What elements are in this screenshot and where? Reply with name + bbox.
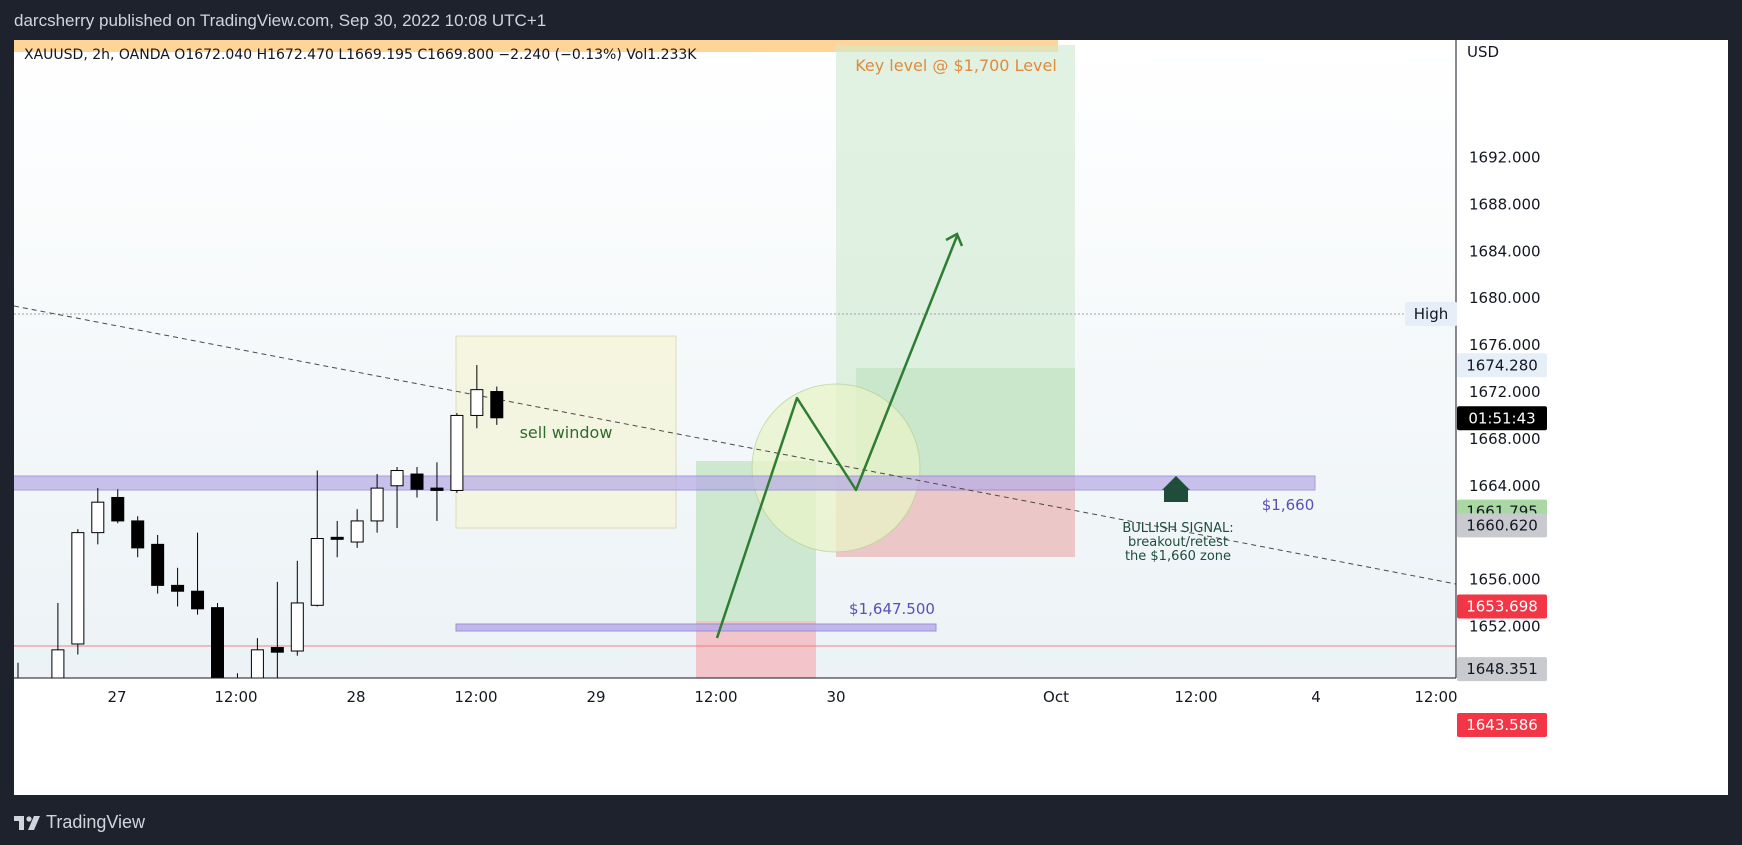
candle-body [470,389,484,416]
candle-body [211,607,224,684]
time-tick: 12:00 [1414,688,1457,706]
tradingview-logo-icon [14,815,40,830]
time-tick: 12:00 [1174,688,1217,706]
candle-body [490,391,504,419]
price-tick: 1672.000 [1469,383,1541,401]
key-level-label: Key level @ $1,700 Level [855,56,1057,75]
candle-body [270,646,284,653]
price-axis-unit: USD [1467,43,1499,61]
price-tick: 1684.000 [1469,242,1541,260]
price-tick: 1676.000 [1469,336,1541,354]
candle-body [330,536,344,540]
time-tick: Oct [1043,688,1069,706]
high-tag-text: High [1414,305,1448,323]
candle-body [410,473,424,490]
candle-body [310,538,324,606]
chart-area[interactable]: Key level @ $1,700 Level sell window $1,66… [11,38,1728,814]
price-tick: 1692.000 [1469,149,1541,167]
price-tick: 1688.000 [1469,195,1541,213]
candle-body [450,414,464,491]
sell-window-label: sell window [520,423,613,442]
bullish-signal-line: breakout/retest [1128,535,1228,550]
tradingview-brand[interactable]: TradingView [14,812,145,833]
bullish-signal-line: the $1,660 zone [1125,549,1231,564]
candle-body [171,584,185,592]
price-tick: 1664.000 [1469,477,1541,495]
highlight-circle [751,383,921,553]
price-label-red [1457,594,1547,619]
time-tick: 12:00 [214,688,257,706]
top-orange-zone [14,38,1058,52]
price-label-text: 1653.698 [1466,597,1538,615]
time-tick: 28 [346,688,365,706]
price-tick: 1652.000 [1469,617,1541,635]
price-tick: 1668.000 [1469,430,1541,448]
price-label-text: 1674.280 [1466,356,1538,374]
price-label-red [1457,713,1547,738]
candle-body [91,501,105,534]
time-tick: 29 [586,688,605,706]
time-tick: 4 [1311,688,1321,706]
footer [0,795,1742,845]
price-label-text: 1648.351 [1466,660,1538,678]
candle-body [111,496,125,522]
high-tag [1405,302,1457,326]
price-label-high [1457,353,1547,378]
zone-1647 [455,623,937,632]
time-tick: 12:00 [694,688,737,706]
brand-label: TradingView [46,812,146,832]
bullish-signal-line: BULLISH SIGNAL: [1122,521,1233,536]
time-tick: 30 [826,688,845,706]
candle-body [430,487,444,491]
level-1647-label: $1,647.500 [849,600,935,618]
up-arrow-icon [1162,476,1190,502]
candle-body [131,520,145,549]
publish-text: darcsherry published on TradingView.com,… [14,11,547,30]
publish-bar: darcsherry published on TradingView.com,… [0,0,1742,40]
candle-body [290,602,304,652]
price-tick: 1656.000 [1469,571,1541,589]
price-label-text: 1660.620 [1466,516,1538,534]
price-label-gray [1457,657,1547,682]
price-label-text: 1643.586 [1466,716,1538,734]
time-tick: 27 [107,688,126,706]
chart-svg[interactable]: Key level @ $1,700 Level sell window $1,66… [11,38,1728,814]
candle-body [370,487,384,522]
time-tick: 12:00 [454,688,497,706]
projection-arrowhead [945,232,964,247]
ohlc-legend: XAUUSD, 2h, OANDA O1672.040 H1672.470 L1… [24,47,697,63]
candle-body [191,590,205,610]
candle-body [390,470,404,487]
price-label-gray [1457,513,1547,538]
price-tick: 1680.000 [1469,289,1541,307]
dashed-trendline [13,305,1457,585]
zone-1660 [11,475,1316,491]
level-1660-label: $1,660 [1262,496,1315,514]
time-axis-panel [14,678,1728,795]
price-label-countdown [1457,406,1547,431]
candle-body [71,532,85,645]
price-label-text: 01:51:43 [1468,409,1535,427]
projection-path [715,235,959,639]
candle-body [151,543,165,586]
candle-body [350,520,364,543]
